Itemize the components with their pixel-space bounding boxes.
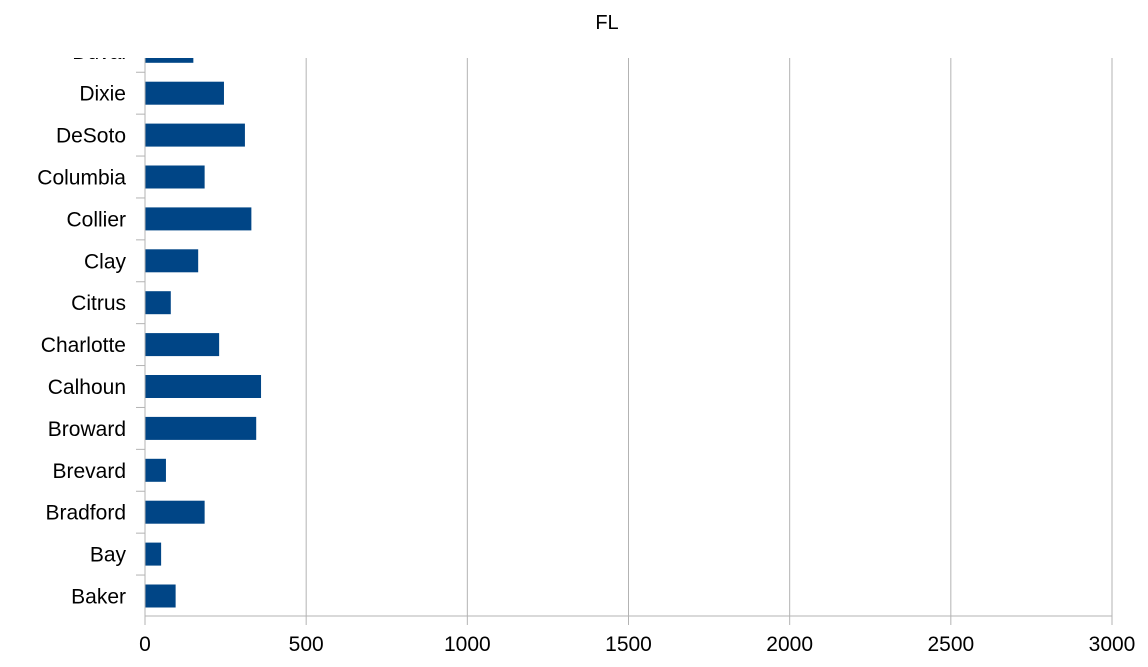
bar-clay xyxy=(145,249,199,273)
chart-title: FL xyxy=(595,12,618,34)
x-tick-label-3000: 3000 xyxy=(1089,633,1136,656)
bar-duval xyxy=(145,58,194,63)
x-tick-labels: 0 500 1000 1500 2000 2500 3000 xyxy=(139,633,1135,656)
bar-brevard xyxy=(145,458,166,482)
category-label-bradford: Bradford xyxy=(45,502,126,525)
category-label-calhoun: Calhoun xyxy=(48,376,126,399)
x-tick-label-0: 0 xyxy=(139,633,151,656)
x-tick-label-1500: 1500 xyxy=(605,633,652,656)
bar-charlotte xyxy=(145,333,220,357)
category-label-desoto: DeSoto xyxy=(56,125,126,148)
category-label-dixie: Dixie xyxy=(79,83,126,106)
category-label-charlotte: Charlotte xyxy=(41,334,126,357)
x-tick-label-2000: 2000 xyxy=(766,633,813,656)
bar-calhoun xyxy=(145,375,262,398)
category-label-columbia: Columbia xyxy=(37,167,126,190)
bar-citrus xyxy=(145,291,171,315)
bar-bay xyxy=(145,542,162,566)
axes xyxy=(136,58,1113,625)
x-tick-label-1000: 1000 xyxy=(444,633,491,656)
category-label-brevard: Brevard xyxy=(52,460,126,483)
category-label-baker: Baker xyxy=(71,586,126,609)
x-tick-label-2500: 2500 xyxy=(927,633,974,656)
bar-desoto xyxy=(145,123,245,147)
bar-bradford xyxy=(145,500,205,524)
category-label-collier: Collier xyxy=(66,208,126,231)
bar-columbia xyxy=(145,165,205,189)
category-label-bay: Bay xyxy=(90,544,127,567)
category-label-duval: Duval xyxy=(72,41,126,64)
category-labels: Baker Bay Bradford Brevard Broward Calhoun Cha… xyxy=(37,41,127,609)
bar-baker xyxy=(145,584,176,608)
gridlines xyxy=(305,58,1113,616)
bars xyxy=(145,58,262,608)
category-label-clay: Clay xyxy=(84,250,127,273)
bar-broward xyxy=(145,416,257,440)
x-tick-label-500: 500 xyxy=(289,633,324,656)
category-label-citrus: Citrus xyxy=(71,292,126,315)
category-label-broward: Broward xyxy=(48,418,126,441)
bar-dixie xyxy=(145,81,224,105)
bar-collier xyxy=(145,207,252,231)
